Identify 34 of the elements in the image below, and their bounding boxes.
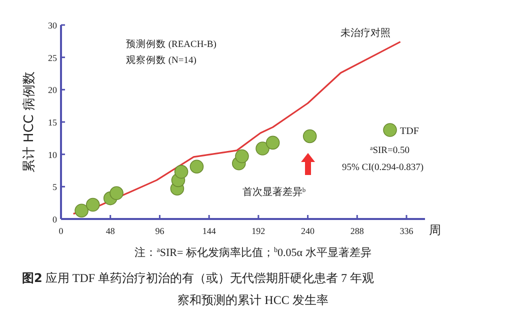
x-tick-label: 144 <box>202 226 216 236</box>
point <box>266 136 280 150</box>
point <box>74 204 88 218</box>
annotation: 95% CI(0.294-0.837) <box>342 163 424 173</box>
x-tick-label: 48 <box>106 226 116 236</box>
x-tick-label: 192 <box>252 226 266 236</box>
text: 注：$^{a}$SIR= 标化发病率比值；$^{b}$0.05α 水平显著差异 <box>134 246 372 259</box>
point <box>302 129 317 144</box>
x-tick-label: 240 <box>301 226 316 236</box>
y-tick-label: 5 <box>52 182 58 192</box>
annotation: $^{a}$SIR=0.50 <box>370 146 410 156</box>
x-axis-title: 周 <box>429 223 441 237</box>
series-label: 未治疗对照 <box>340 26 390 39</box>
y-tick-label: 10 <box>48 150 58 160</box>
point <box>174 164 188 179</box>
annotation: 预测例数 (REACH-B) <box>126 38 216 50</box>
text: 图2 应用 TDF 单药治疗初治的有（或）无代偿期肝硬化患者 7 年观察和预测的累计 HCC 发生率 <box>22 271 374 307</box>
x-tick-label: 288 <box>350 226 364 236</box>
point <box>86 198 100 212</box>
point <box>190 160 204 174</box>
y-tick-label: 25 <box>48 52 58 63</box>
annotation: 观察例数 (N=14) <box>126 54 196 66</box>
y-tick-label: 30 <box>48 20 58 30</box>
y-axis-title: 累计 HCC 病例数 <box>22 71 37 173</box>
x-tick-label: 336 <box>400 226 414 236</box>
y-tick-label: 0 <box>52 214 58 224</box>
y-tick-label: 15 <box>48 118 58 128</box>
point <box>235 149 249 164</box>
annotation: 首次显著差异$^{b}$ <box>242 186 306 198</box>
legend-label: TDF <box>400 126 420 137</box>
y-tick-label: 20 <box>48 85 58 96</box>
x-tick-label: 96 <box>155 226 165 236</box>
point <box>256 142 270 156</box>
point <box>110 186 124 200</box>
